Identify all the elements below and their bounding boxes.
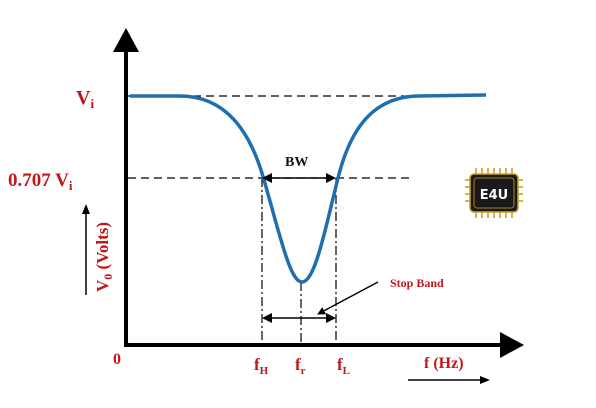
logo-text: E4U [480, 188, 508, 203]
response-curve [130, 93, 487, 284]
origin-label: 0 [113, 351, 121, 368]
fr-label: fr [295, 355, 306, 377]
fl-label: fL [337, 355, 350, 377]
fh-label: fH [254, 355, 269, 377]
stop-band-pointer [317, 281, 379, 315]
fhz-direction-arrow [408, 376, 490, 384]
stop-band-arrow [262, 313, 336, 323]
bw-arrow [262, 173, 336, 183]
stop-band-label: Stop Band [390, 276, 444, 290]
e4u-logo: E4U [465, 168, 523, 218]
fhz-label: f (Hz) [424, 355, 464, 372]
vo-axis-label: V0 (Volts) [93, 222, 115, 292]
vi-label: Vi [76, 87, 94, 111]
y-axis [113, 28, 139, 345]
bw-label: BW [285, 155, 308, 170]
x-axis [124, 332, 524, 358]
vi707-label: 0.707 Vi [8, 170, 73, 193]
vo-direction-arrow [82, 204, 90, 295]
